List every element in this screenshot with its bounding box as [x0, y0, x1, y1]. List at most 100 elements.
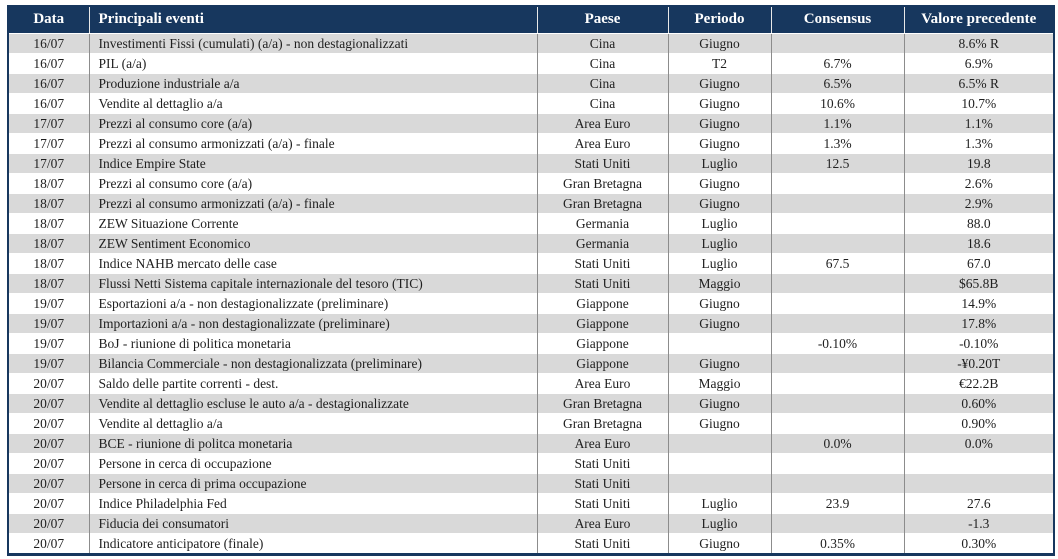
table-row: 17/07 Prezzi al consumo armonizzati (a/a)… — [8, 132, 1054, 153]
cell-periodo: Giugno — [667, 112, 771, 133]
cell-valore: 18.6 — [903, 232, 1054, 253]
column-header-eventi: Principali eventi — [88, 6, 537, 34]
cell-data: 20/07 — [8, 492, 89, 513]
cell-evento: Indicatore anticipatore (finale) — [88, 532, 537, 554]
cell-evento: Persone in cerca di occupazione — [88, 452, 537, 473]
cell-data: 18/07 — [8, 252, 89, 273]
cell-periodo: Giugno — [667, 92, 771, 113]
cell-evento: Vendite al dettaglio escluse le auto a/a… — [88, 392, 537, 413]
cell-evento: Prezzi al consumo armonizzati (a/a) - fi… — [88, 132, 537, 153]
cell-data: 16/07 — [8, 32, 89, 53]
cell-paese: Giappone — [536, 332, 668, 353]
cell-valore: -0.10% — [903, 332, 1054, 353]
table-row: 18/07 Prezzi al consumo core (a/a) Gran Br… — [8, 172, 1054, 193]
cell-periodo: Luglio — [667, 512, 771, 533]
cell-evento: Indice NAHB mercato delle case — [88, 252, 537, 273]
cell-data: 17/07 — [8, 152, 89, 173]
cell-consensus: 0.35% — [770, 532, 904, 554]
cell-valore: 6.9% — [903, 52, 1054, 73]
cell-paese: Stati Uniti — [536, 472, 668, 493]
cell-valore: 17.8% — [903, 312, 1054, 333]
table-body: 16/07 Investimenti Fissi (cumulati) (a/a)… — [8, 32, 1054, 554]
table-row: 18/07 ZEW Sentiment Economico Germania Lugl… — [8, 232, 1054, 253]
cell-periodo: Giugno — [667, 312, 771, 333]
cell-evento: Saldo delle partite correnti - dest. — [88, 372, 537, 393]
table-row: 16/07 Produzione industriale a/a Cina Giugn… — [8, 72, 1054, 93]
cell-valore: 0.30% — [903, 532, 1054, 554]
cell-periodo: Giugno — [667, 32, 771, 53]
cell-consensus: 1.3% — [770, 132, 904, 153]
cell-paese: Gran Bretagna — [536, 392, 668, 413]
cell-valore: 2.6% — [903, 172, 1054, 193]
cell-periodo — [667, 432, 771, 453]
cell-consensus: 12.5 — [770, 152, 904, 173]
cell-periodo: Luglio — [667, 252, 771, 273]
cell-paese: Stati Uniti — [536, 492, 668, 513]
cell-periodo — [667, 452, 771, 473]
cell-periodo: Giugno — [667, 412, 771, 433]
table-row: 19/07 Esportazioni a/a - non destagionali… — [8, 292, 1054, 313]
cell-data: 19/07 — [8, 312, 89, 333]
cell-periodo: Luglio — [667, 492, 771, 513]
cell-paese: Area Euro — [536, 512, 668, 533]
cell-evento: Persone in cerca di prima occupazione — [88, 472, 537, 493]
table-row: 17/07 Prezzi al consumo core (a/a) Area Eu… — [8, 112, 1054, 133]
cell-evento: Produzione industriale a/a — [88, 72, 537, 93]
cell-evento: Investimenti Fissi (cumulati) (a/a) - no… — [88, 32, 537, 53]
cell-paese: Area Euro — [536, 132, 668, 153]
cell-valore: 10.7% — [903, 92, 1054, 113]
cell-valore: 0.0% — [903, 432, 1054, 453]
cell-periodo: T2 — [667, 52, 771, 73]
cell-paese: Stati Uniti — [536, 272, 668, 293]
cell-periodo: Maggio — [667, 272, 771, 293]
cell-periodo: Luglio — [667, 232, 771, 253]
cell-periodo: Maggio — [667, 372, 771, 393]
cell-valore: 88.0 — [903, 212, 1054, 233]
cell-periodo — [667, 472, 771, 493]
table-row: 20/07 Persone in cerca di occupazione Stat… — [8, 452, 1054, 473]
column-header-data: Data — [8, 6, 89, 34]
cell-data: 19/07 — [8, 292, 89, 313]
cell-paese: Gran Bretagna — [536, 412, 668, 433]
table-row: 20/07 Fiducia dei consumatori Area Euro Lug… — [8, 512, 1054, 533]
cell-paese: Area Euro — [536, 112, 668, 133]
cell-periodo: Giugno — [667, 392, 771, 413]
table-row: 16/07 Investimenti Fissi (cumulati) (a/a)… — [8, 32, 1054, 53]
table-row: 17/07 Indice Empire State Stati Uniti Lugli… — [8, 152, 1054, 173]
cell-paese: Stati Uniti — [536, 452, 668, 473]
cell-evento: ZEW Sentiment Economico — [88, 232, 537, 253]
cell-data: 19/07 — [8, 332, 89, 353]
cell-data: 20/07 — [8, 372, 89, 393]
cell-consensus — [770, 412, 904, 433]
cell-evento: Vendite al dettaglio a/a — [88, 412, 537, 433]
cell-paese: Germania — [536, 212, 668, 233]
cell-data: 20/07 — [8, 512, 89, 533]
cell-paese: Germania — [536, 232, 668, 253]
cell-periodo: Giugno — [667, 132, 771, 153]
table-row: 20/07 Vendite al dettaglio a/a Gran Bretag… — [8, 412, 1054, 433]
cell-paese: Stati Uniti — [536, 252, 668, 273]
cell-valore: 14.9% — [903, 292, 1054, 313]
cell-evento: Importazioni a/a - non destagionalizzate… — [88, 312, 537, 333]
cell-paese: Giappone — [536, 292, 668, 313]
cell-evento: Prezzi al consumo core (a/a) — [88, 112, 537, 133]
cell-valore: 27.6 — [903, 492, 1054, 513]
cell-evento: Bilancia Commerciale - non destagionaliz… — [88, 352, 537, 373]
cell-valore: -¥0.20T — [903, 352, 1054, 373]
cell-data: 19/07 — [8, 352, 89, 373]
cell-data: 16/07 — [8, 52, 89, 73]
cell-data: 17/07 — [8, 112, 89, 133]
cell-paese: Cina — [536, 32, 668, 53]
cell-consensus — [770, 512, 904, 533]
cell-data: 16/07 — [8, 72, 89, 93]
cell-valore: -1.3 — [903, 512, 1054, 533]
cell-paese: Area Euro — [536, 432, 668, 453]
cell-evento: Esportazioni a/a - non destagionalizzate… — [88, 292, 537, 313]
cell-data: 20/07 — [8, 452, 89, 473]
table-row: 19/07 Importazioni a/a - non destagionali… — [8, 312, 1054, 333]
cell-consensus — [770, 192, 904, 213]
cell-data: 18/07 — [8, 172, 89, 193]
cell-valore: 2.9% — [903, 192, 1054, 213]
cell-consensus — [770, 212, 904, 233]
cell-consensus — [770, 32, 904, 53]
